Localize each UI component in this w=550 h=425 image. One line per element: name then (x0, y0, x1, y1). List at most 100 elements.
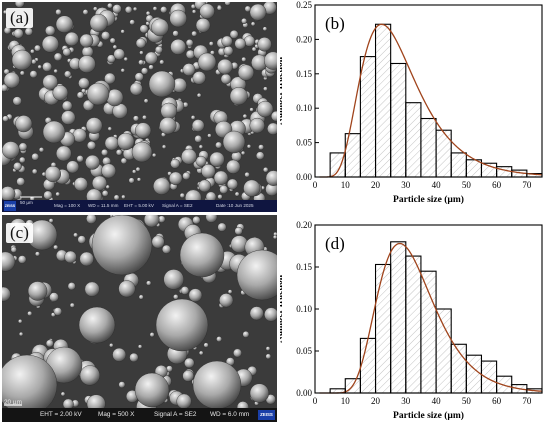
powder-particle (89, 13, 108, 33)
powder-particle (192, 215, 201, 225)
powder-particle (13, 28, 24, 39)
powder-particle (182, 171, 191, 180)
histogram-bar (374, 23, 392, 178)
powder-particle (207, 133, 212, 138)
y-tick-label: 0.15 (296, 69, 312, 79)
sem-a-databar: ZEISS 50 µm Mag = 100 X WD = 11.5 mm EHT… (2, 200, 277, 212)
powder-particle (2, 186, 16, 200)
powder-particle (77, 235, 86, 244)
x-tick-label: 70 (522, 180, 532, 190)
powder-particle (160, 102, 178, 120)
powder-particle (185, 189, 202, 200)
powder-particle (44, 165, 62, 183)
powder-particle (191, 9, 197, 14)
powder-particle (120, 29, 125, 34)
powder-particle (272, 234, 277, 240)
panel-c: 20 µm EHT = 2.00 kV Mag = 500 X Signal A… (2, 215, 277, 422)
fit-curve (319, 242, 543, 394)
powder-particle (2, 251, 16, 272)
powder-particle (60, 391, 66, 397)
x-tick-label: 0 (313, 180, 318, 190)
x-tick-label: 10 (341, 396, 351, 406)
powder-particle (55, 9, 62, 16)
powder-particle (241, 56, 247, 62)
panel-a: ZEISS 50 µm Mag = 100 X WD = 11.5 mm EHT… (2, 2, 277, 212)
powder-particle (249, 306, 264, 321)
powder-particle (220, 73, 232, 85)
x-tick-label: 20 (371, 180, 381, 190)
powder-particle (109, 343, 114, 348)
powder-particle (265, 353, 272, 360)
powder-particle (236, 249, 277, 301)
powder-particle (2, 84, 8, 92)
powder-particle (53, 68, 58, 74)
powder-particle (179, 192, 185, 199)
powder-particle (249, 107, 254, 112)
powder-particle (82, 9, 89, 16)
powder-particle (11, 49, 33, 71)
powder-particle (52, 85, 69, 101)
powder-particle (107, 2, 113, 9)
y-tick-label: 0.00 (296, 172, 312, 182)
powder-particle (217, 194, 223, 200)
powder-particle (129, 352, 139, 363)
powder-particle (221, 35, 233, 47)
powder-particle (30, 49, 35, 54)
powder-particle (18, 142, 28, 152)
powder-particle (35, 251, 41, 257)
powder-particle (56, 145, 72, 162)
powder-particle (112, 44, 118, 50)
powder-particle (41, 35, 59, 53)
powder-particle (113, 48, 125, 60)
powder-particle (107, 126, 113, 132)
histogram-bar (405, 102, 422, 178)
powder-particle (3, 26, 12, 35)
powder-particle (15, 115, 33, 133)
powder-particle (79, 33, 94, 48)
panel-tag-b: (b) (325, 14, 345, 33)
powder-particle (151, 235, 165, 249)
powder-particle (144, 51, 158, 65)
powder-particle (237, 64, 255, 81)
powder-particle (85, 117, 103, 134)
powder-particle (66, 160, 80, 174)
powder-particle (42, 62, 52, 72)
powder-particle (242, 113, 248, 119)
powder-particle (222, 130, 246, 154)
powder-particle (135, 166, 141, 172)
powder-particle (263, 167, 269, 173)
histogram-bar (435, 129, 452, 178)
powder-particle (2, 354, 58, 408)
powder-particle (148, 70, 176, 98)
powder-particle (134, 372, 170, 408)
histogram-bar (450, 152, 467, 178)
zeiss-logo-c: ZEISS (258, 410, 275, 420)
powder-particle (78, 306, 116, 344)
sem-c-scale-label: 20 µm (4, 399, 22, 406)
powder-particle (159, 117, 177, 135)
powder-particle (128, 177, 135, 184)
panel-d: 0 10 20 30 40 50 60 70 0.00 0.05 0.10 0.15 0.20 Parti… (280, 212, 550, 425)
powder-particle (219, 185, 229, 194)
powder-particle (198, 350, 204, 356)
histogram-bar (405, 255, 422, 394)
powder-particle (24, 27, 33, 36)
powder-particle (249, 3, 267, 21)
powder-particle (191, 30, 198, 37)
powder-particle (131, 141, 153, 163)
histogram-bar (465, 354, 483, 394)
powder-particle (263, 86, 268, 92)
powder-particle (19, 156, 26, 164)
powder-particle (29, 70, 38, 79)
histogram-bar (420, 117, 437, 178)
powder-particle (85, 154, 100, 170)
powder-particle (18, 255, 27, 264)
panel-tag-c: (c) (6, 223, 33, 243)
y-tick-label: 0.05 (296, 346, 312, 356)
powder-particle (233, 348, 242, 358)
powder-particle (143, 215, 160, 228)
powder-particle (271, 110, 277, 122)
powder-particle (172, 30, 179, 37)
sem-c-wd: WD = 6.0 mm (210, 411, 250, 418)
powder-particle (115, 149, 123, 156)
